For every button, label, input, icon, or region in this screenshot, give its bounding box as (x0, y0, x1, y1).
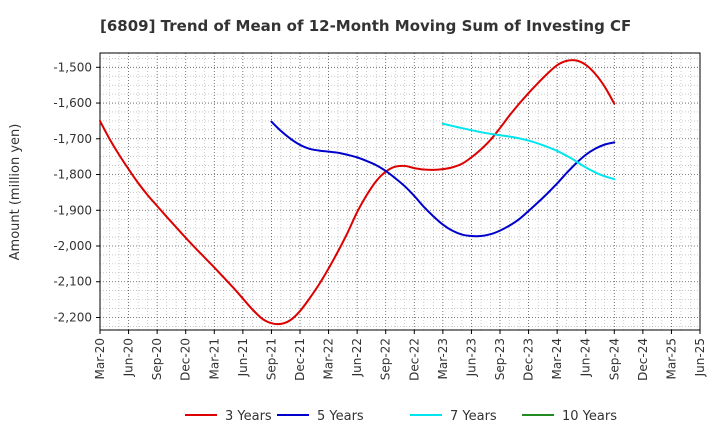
plot-frame (99, 52, 701, 331)
y-tick-label: -1,800 (53, 168, 92, 182)
x-tick-label: Mar-20 (93, 338, 107, 379)
grid-lines (99, 53, 701, 330)
x-tick-label: Dec-23 (522, 338, 536, 381)
x-tick-label: Dec-21 (293, 338, 307, 381)
y-tick-label: -1,900 (53, 203, 92, 217)
x-tick-label: Mar-21 (207, 338, 221, 379)
y-tick-label: -2,100 (53, 275, 92, 289)
x-tick-label: Mar-24 (550, 338, 564, 379)
series-lines (99, 59, 616, 326)
x-tick-label: Sep-20 (150, 338, 164, 380)
y-tick-label: -1,700 (53, 132, 92, 146)
x-tick-label: Sep-23 (493, 338, 507, 380)
y-tick-label: -2,200 (53, 310, 92, 324)
y-axis-label: Amount (million yen) (8, 124, 23, 261)
legend: 3 Years 5 Years 7 Years 10 Years (185, 409, 617, 424)
x-tick-label: Jun-23 (464, 338, 478, 377)
x-tick-label: Sep-21 (264, 338, 278, 380)
y-tick-label: -1,600 (53, 96, 92, 110)
x-tick-label: Jun-20 (122, 338, 136, 377)
series-line-3-years (99, 59, 616, 326)
series-line-7-years (441, 122, 616, 181)
legend-label-3-years: 3 Years (225, 409, 272, 424)
x-tick-label: Jun-22 (350, 338, 364, 377)
x-axis: Mar-20 Jun-20 Sep-20 Dec-20 Mar-21 Jun-21 Sep-… (93, 330, 707, 381)
x-tick-label: Mar-25 (664, 338, 678, 379)
x-tick-label: Jun-24 (579, 338, 593, 377)
x-tick-label: Dec-20 (179, 338, 193, 381)
x-tick-label: Dec-24 (636, 338, 650, 381)
chart-title: [6809] Trend of Mean of 12-Month Moving … (100, 17, 631, 35)
x-tick-label: Jun-25 (693, 338, 707, 377)
x-tick-label: Sep-24 (607, 338, 621, 380)
x-tick-label: Mar-22 (322, 338, 336, 379)
y-tick-label: -2,000 (53, 239, 92, 253)
series-line-5-years (270, 120, 616, 238)
legend-label-10-years: 10 Years (562, 409, 617, 424)
y-axis: -1,500 -1,600 -1,700 -1,800 -1,900 -2,000 -2,1… (53, 60, 100, 324)
x-tick-label: Mar-23 (436, 338, 450, 379)
x-tick-label: Jun-21 (236, 338, 250, 377)
x-tick-label: Sep-22 (379, 338, 393, 380)
legend-label-5-years: 5 Years (317, 409, 364, 424)
x-tick-label: Dec-22 (407, 338, 421, 381)
legend-label-7-years: 7 Years (450, 409, 497, 424)
y-tick-label: -1,500 (53, 60, 92, 74)
